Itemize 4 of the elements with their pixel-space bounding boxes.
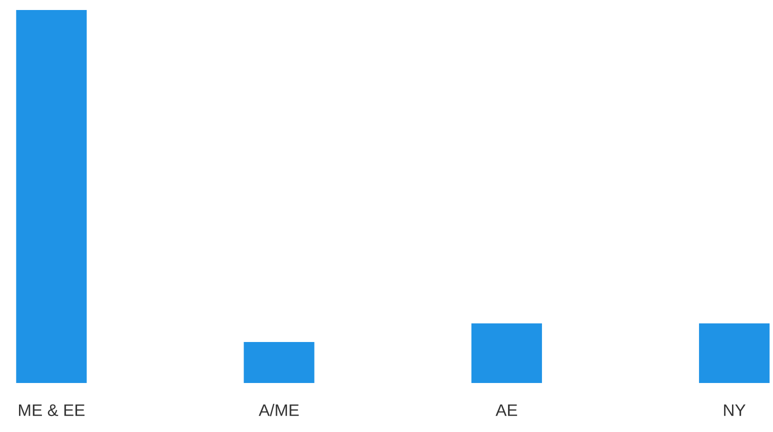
x-tick-label: AE: [496, 404, 518, 416]
x-tick-label: A/ME: [258, 404, 299, 416]
x-tick-label: ME & EE: [19, 404, 85, 416]
x-tick-label: NY: [724, 404, 746, 416]
